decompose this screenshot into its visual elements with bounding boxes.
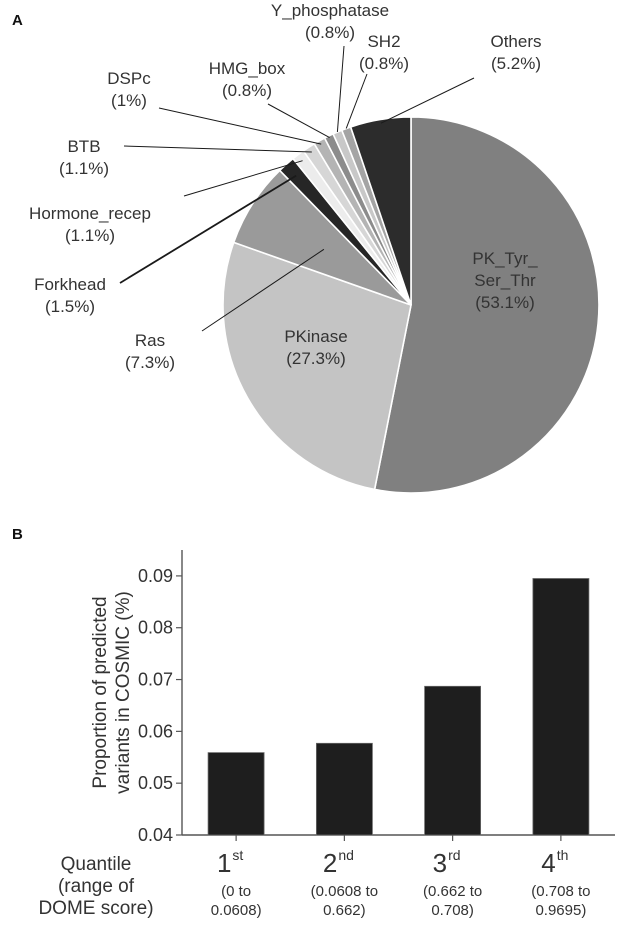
pie-pct-hmg-box: (0.8%): [222, 81, 272, 100]
pie-label-ras: Ras: [135, 331, 165, 350]
x-tick-label-4: 4th: [541, 847, 568, 878]
pie-pct-hormone-recep: (1.1%): [65, 226, 115, 245]
pie-label-dspc: DSPc: [107, 69, 151, 88]
pie-pct-btb: (1.1%): [59, 159, 109, 178]
leader-line-dspc: [158, 107, 322, 145]
y-axis-label: Proportion of predicted variants in COSMI…: [90, 591, 134, 794]
x-range-label-3: (0.662 to 0.708): [423, 883, 482, 919]
y-tick-label: 0.04: [138, 825, 173, 845]
pie-pct-forkhead: (1.5%): [45, 297, 95, 316]
pie-pct-ras: (7.3%): [125, 353, 175, 372]
pie-pct-pkinase: (27.3%): [286, 349, 346, 368]
panel-b-letter: B: [12, 526, 23, 543]
pie-label-hormone-recep: Hormone_recep: [29, 204, 151, 223]
y-tick-label: 0.06: [138, 721, 173, 741]
leader-line-forkhead: [119, 174, 297, 284]
pie-chart: PK_Tyr_ Ser_Thr (53.1%) PKinase (27.3%) Ras (7…: [29, 1, 600, 494]
leader-line-others: [380, 77, 475, 124]
x-range-label-4: (0.708 to 0.9695): [531, 883, 590, 919]
pie-label-pkinase: PKinase: [284, 327, 347, 346]
x-range-label-1: (0 to 0.0608): [211, 883, 262, 919]
pie-label-sh2: SH2: [367, 32, 400, 51]
pie-slice-pk-tyr-ser-thr: [373, 116, 600, 494]
y-tick-label: 0.05: [138, 773, 173, 793]
y-tick-label: 0.08: [138, 618, 173, 638]
x-tick-label-1: 1st: [217, 847, 243, 878]
bar-3: [424, 685, 482, 836]
pie-label-hmg-box: HMG_box: [209, 59, 286, 78]
y-tick-label: 0.07: [138, 670, 173, 690]
y-tick-label: 0.09: [138, 566, 173, 586]
pie-pct-dspc: (1%): [111, 91, 147, 110]
bar-2: [315, 742, 373, 836]
leader-line-hmg-box: [267, 103, 330, 139]
x-range-label-2: (0.0608 to 0.662): [311, 883, 379, 919]
leader-line-y-phosphatase: [336, 45, 345, 133]
pie-pct-sh2: (0.8%): [359, 54, 409, 73]
x-tick-label-2: 2nd: [323, 847, 354, 878]
pie-pct-y-phosphatase: (0.8%): [305, 23, 355, 42]
leader-line-ras: [201, 248, 325, 332]
panel-a-letter: A: [12, 12, 23, 29]
leader-line-sh2: [345, 73, 368, 129]
pie-slice-others: [349, 116, 412, 306]
pie-label-y-phosphatase: Y_phosphatase: [271, 1, 389, 20]
pie-label-forkhead: Forkhead: [34, 275, 106, 294]
x-axis-heading: Quantile (range of DOME score): [38, 854, 153, 919]
x-tick-label-3: 3rd: [433, 847, 461, 878]
leader-line-btb: [123, 145, 312, 153]
pie-label-others: Others: [490, 32, 541, 51]
pie-pct-others: (5.2%): [491, 54, 541, 73]
pie-slice-pkinase: [222, 241, 412, 491]
pie-label-btb: BTB: [67, 137, 100, 156]
pie-pct-pk-tyr-ser-thr: (53.1%): [475, 293, 535, 312]
bar-4: [532, 578, 590, 836]
leader-line-hormone-recep: [183, 160, 303, 197]
bar-1: [207, 752, 265, 836]
pie-label-pk-tyr-ser-thr: PK_Tyr_ Ser_Thr: [472, 249, 538, 290]
